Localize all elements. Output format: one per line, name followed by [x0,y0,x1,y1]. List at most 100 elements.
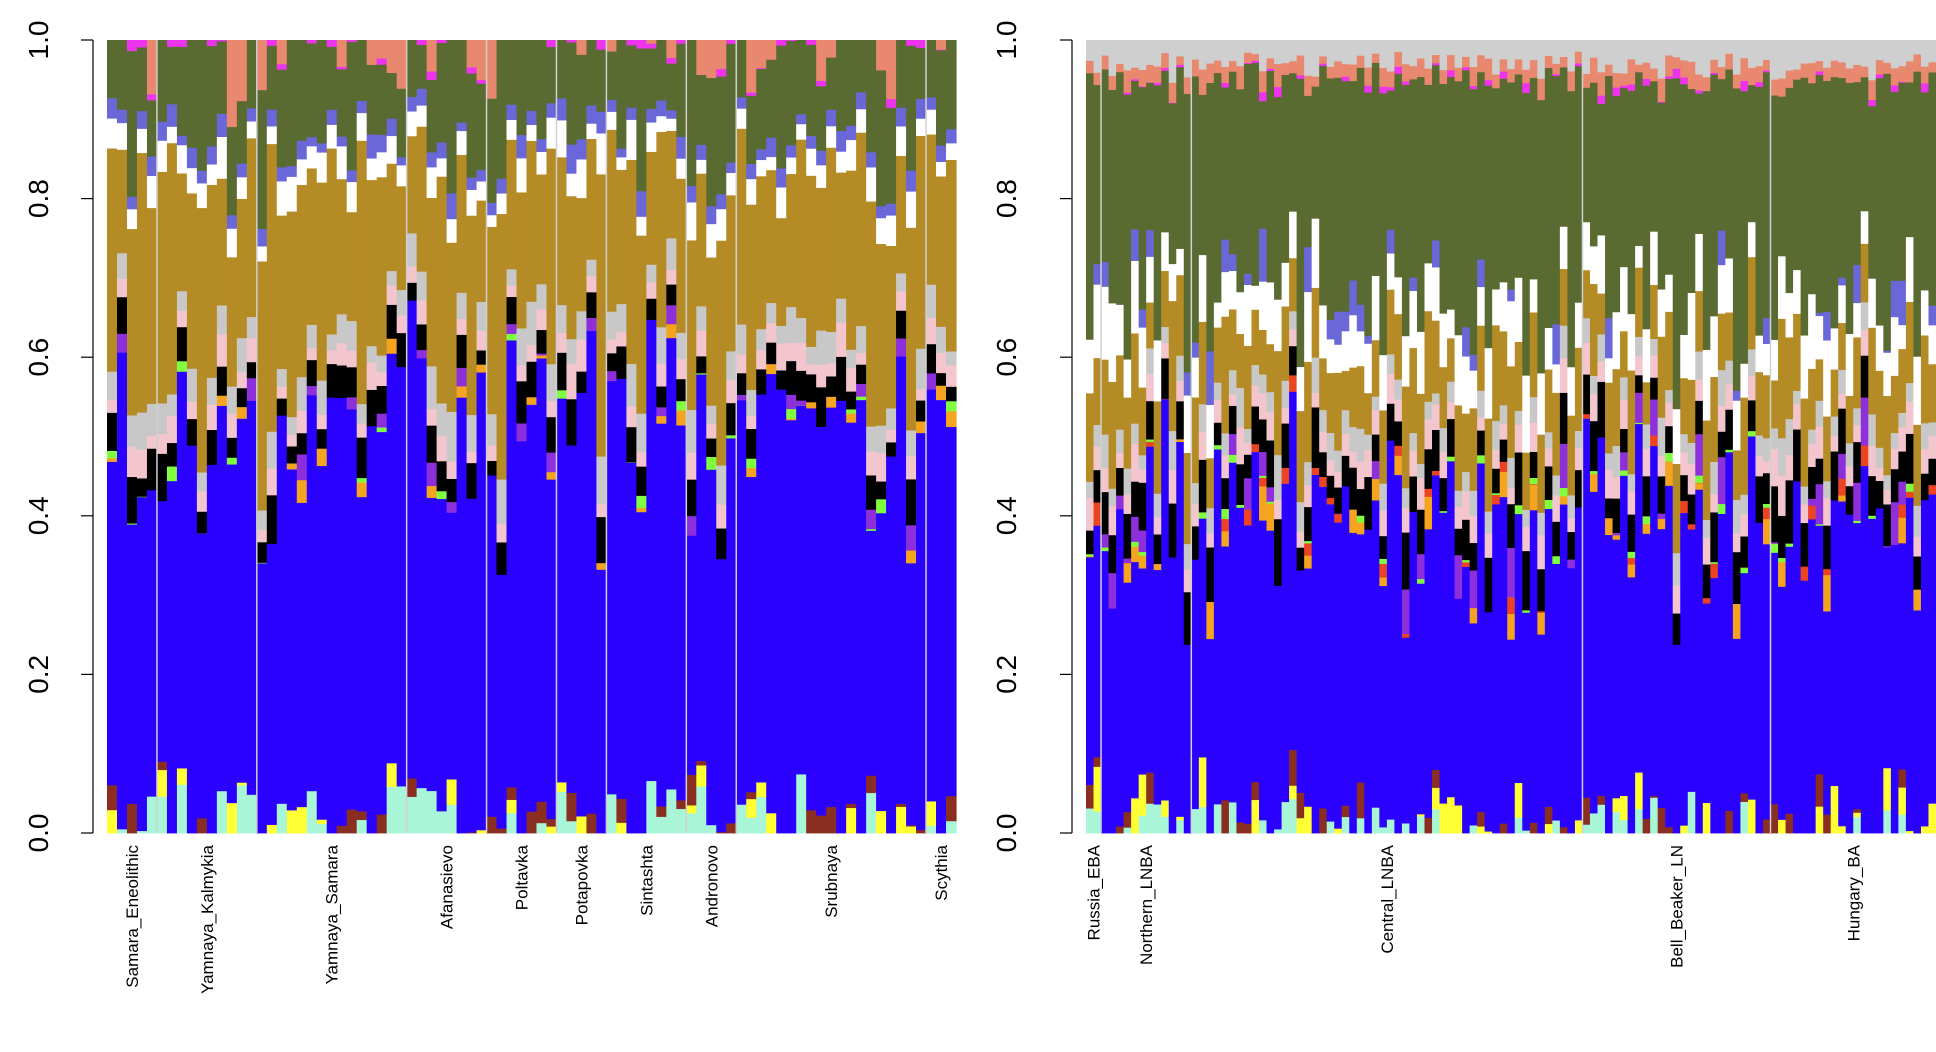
bar-segment [586,813,598,834]
bar-segment [1928,484,1936,495]
admixture-bar [1251,40,1260,834]
bar-segment [186,147,198,169]
bar-segment [586,275,598,293]
bar-segment [1168,103,1177,265]
bar-segment [1251,285,1260,310]
bar-segment [1462,561,1471,567]
bar-segment [1755,86,1764,336]
bar-segment [1620,85,1629,89]
bar-segment [1138,568,1147,775]
bar-segment [926,389,937,802]
bar-segment [1793,429,1802,482]
admixture-bar [1627,40,1636,834]
bar-segment [1469,88,1478,355]
bar-segment [446,242,458,412]
bar-segment [836,40,847,132]
bar-segment [1492,74,1501,89]
bar-segment [886,203,897,216]
bar-segment [1161,342,1170,359]
bar-segment [1507,503,1516,548]
bar-segment [126,50,138,197]
bar-segment [1597,795,1606,805]
bar-segment [1311,407,1320,469]
bar-segment [1236,822,1245,834]
bar-segment [376,64,388,135]
bar-segment [256,246,268,262]
admixture-bar [726,40,737,834]
bar-segment [416,271,428,301]
admixture-bar [556,40,568,834]
bar-segment [1732,603,1742,639]
admixture-bar [476,40,488,834]
bar-segment [1469,623,1478,826]
bar-segment [1830,416,1839,437]
bar-segment [1319,357,1328,411]
bar-segment [1522,830,1531,834]
bar-segment [1559,325,1569,359]
bar-segment [516,423,528,442]
bar-segment [1883,73,1892,351]
admixture-bar [366,40,378,834]
bar-segment [626,462,637,834]
bar-segment [1101,467,1110,493]
y-tick-label: 1.0 [23,21,54,60]
bar-segment [506,812,518,834]
bar-segment [126,196,138,210]
admixture-bar [146,40,158,834]
bar-segment [1251,781,1260,801]
bar-segment [1394,51,1403,67]
bar-segment [236,785,248,834]
bar-segment [1243,273,1253,286]
bar-segment [736,804,747,834]
bar-segment [1665,452,1674,462]
bar-segment [1304,484,1313,508]
bar-segment [236,198,248,339]
bar-segment [1462,56,1471,68]
bar-segment [1905,433,1915,484]
bar-segment [196,491,208,512]
bar-segment [1507,547,1516,598]
bar-segment [946,128,957,144]
bar-segment [156,403,168,435]
bar-segment [686,515,697,536]
bar-segment [1725,258,1734,313]
bar-segment [256,541,268,563]
bar-segment [1326,78,1335,321]
bar-segment [316,152,328,183]
bar-segment [436,42,448,143]
bar-segment [1138,387,1147,456]
bar-segment [1176,355,1185,381]
bar-segment [406,300,418,779]
bar-segment [1213,60,1222,74]
bar-segment [1875,447,1884,468]
bar-segment [176,173,188,292]
bar-segment [826,407,837,808]
bar-segment [1642,424,1651,449]
bar-segment [1507,68,1516,83]
admixture-bar [1605,40,1614,834]
bar-segment [1492,468,1501,494]
bar-segment [156,121,168,141]
bar-segment [1883,545,1892,548]
bar-segment [1589,393,1599,422]
bar-segment [116,40,128,110]
bar-segment [1341,311,1350,332]
bar-segment [1830,785,1839,834]
bar-segment [1514,277,1523,342]
bar-segment [1620,266,1629,332]
bar-segment [756,40,767,69]
bar-segment [796,400,807,406]
bar-segment [1296,501,1305,532]
bar-segment [1484,557,1493,613]
bar-segment [1484,418,1493,512]
bar-segment [1778,96,1787,257]
bar-segment [1477,826,1486,834]
bar-segment [1537,634,1546,834]
bar-segment [1868,278,1877,328]
bar-segment [176,135,188,146]
bar-segment [716,68,727,77]
bar-segment [1161,398,1170,400]
bar-segment [1725,312,1734,361]
bar-segment [1161,40,1170,54]
bar-segment [1612,40,1621,74]
